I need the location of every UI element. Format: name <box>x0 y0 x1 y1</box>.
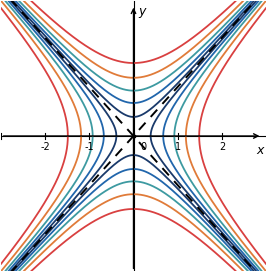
Text: 1: 1 <box>175 142 181 152</box>
Text: 2: 2 <box>219 142 225 152</box>
Text: -2: -2 <box>40 142 50 152</box>
Text: y: y <box>138 5 145 18</box>
Text: x: x <box>256 144 263 157</box>
Text: -1: -1 <box>84 142 94 152</box>
Text: 0: 0 <box>140 142 146 152</box>
